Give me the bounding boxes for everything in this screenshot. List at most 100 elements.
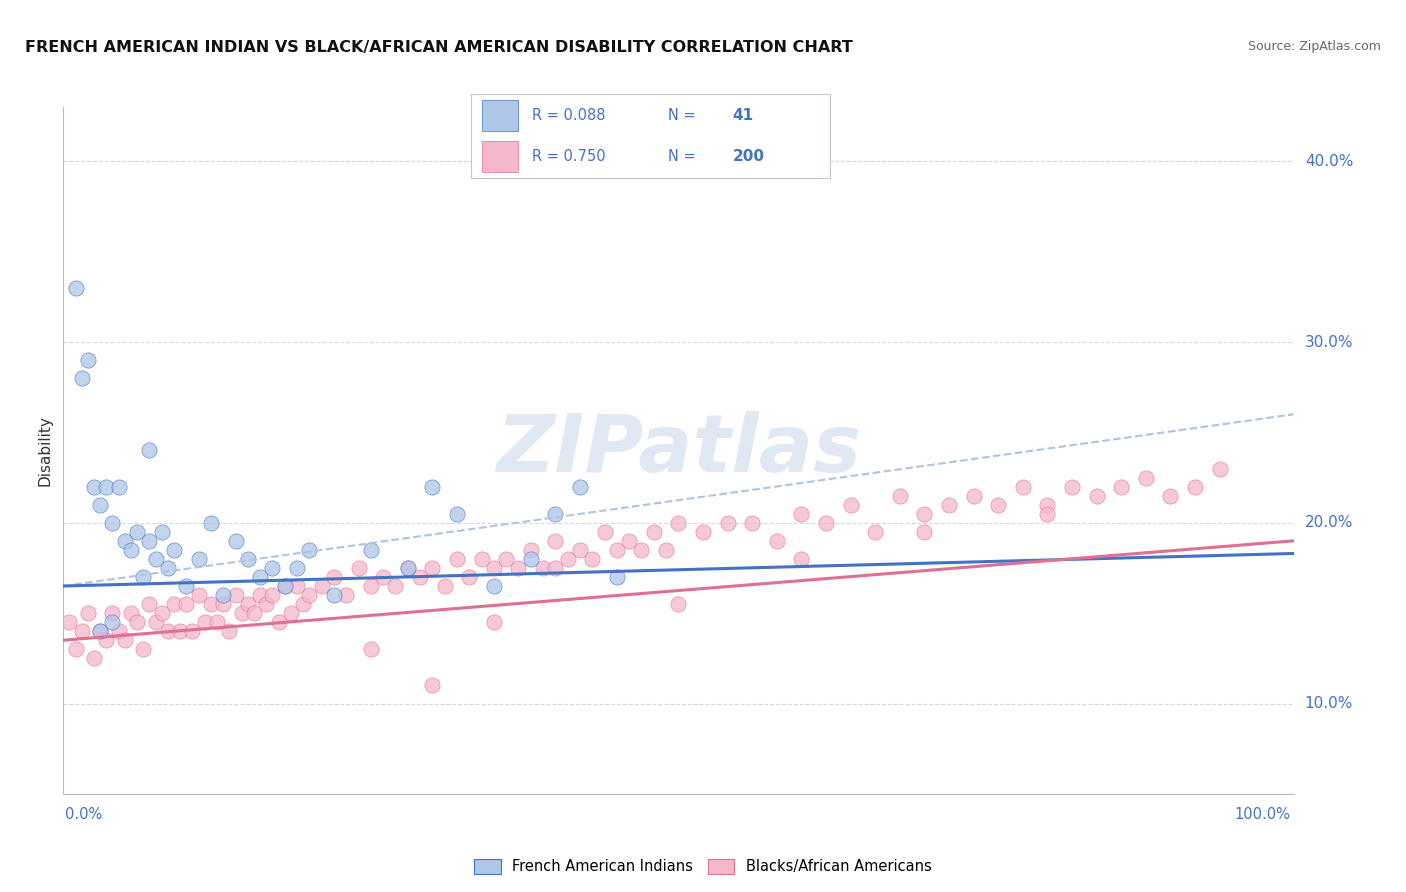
- Point: [630, 542, 652, 557]
- Point: [292, 597, 315, 611]
- Point: [96, 480, 118, 494]
- Point: [544, 507, 567, 521]
- Point: [606, 542, 628, 557]
- Point: [458, 570, 481, 584]
- Point: [280, 606, 302, 620]
- Point: [65, 642, 87, 657]
- Point: [174, 597, 197, 611]
- Point: [938, 498, 960, 512]
- Point: [249, 570, 271, 584]
- Text: 41: 41: [733, 108, 754, 123]
- Point: [311, 579, 333, 593]
- Point: [200, 597, 222, 611]
- Point: [544, 561, 567, 575]
- Point: [396, 561, 419, 575]
- Point: [101, 606, 124, 620]
- Point: [606, 570, 628, 584]
- Point: [1062, 480, 1084, 494]
- Point: [150, 524, 173, 539]
- Point: [384, 579, 406, 593]
- Point: [790, 552, 813, 566]
- Text: 10.0%: 10.0%: [1305, 696, 1353, 711]
- FancyBboxPatch shape: [482, 101, 517, 131]
- Point: [863, 524, 887, 539]
- Point: [83, 480, 105, 494]
- Point: [107, 480, 129, 494]
- Point: [262, 588, 284, 602]
- Point: [285, 561, 308, 575]
- Point: [101, 615, 124, 630]
- Point: [446, 507, 468, 521]
- Point: [83, 651, 105, 665]
- Point: [360, 542, 382, 557]
- Point: [127, 524, 148, 539]
- Point: [96, 633, 118, 648]
- Point: [422, 678, 444, 692]
- Point: [692, 524, 714, 539]
- Point: [114, 533, 136, 548]
- Point: [717, 516, 740, 530]
- Point: [987, 498, 1010, 512]
- Text: N =: N =: [668, 149, 696, 164]
- Point: [145, 552, 167, 566]
- Point: [323, 570, 346, 584]
- Point: [262, 561, 284, 575]
- Point: [839, 498, 862, 512]
- Point: [1012, 480, 1035, 494]
- Text: 20.0%: 20.0%: [1305, 516, 1353, 530]
- Point: [187, 552, 209, 566]
- Point: [495, 552, 517, 566]
- Point: [655, 542, 678, 557]
- Point: [619, 533, 641, 548]
- Point: [581, 552, 603, 566]
- Point: [482, 561, 505, 575]
- Point: [593, 524, 616, 539]
- Point: [273, 579, 295, 593]
- Point: [765, 533, 787, 548]
- Point: [1036, 507, 1059, 521]
- Point: [446, 552, 468, 566]
- Point: [531, 561, 554, 575]
- Point: [520, 542, 543, 557]
- Point: [236, 552, 259, 566]
- Point: [89, 498, 111, 512]
- Point: [1159, 489, 1181, 503]
- Text: FRENCH AMERICAN INDIAN VS BLACK/AFRICAN AMERICAN DISABILITY CORRELATION CHART: FRENCH AMERICAN INDIAN VS BLACK/AFRICAN …: [25, 40, 853, 55]
- Point: [76, 606, 98, 620]
- Point: [187, 588, 209, 602]
- Point: [169, 624, 191, 639]
- Legend: French American Indians, Blacks/African Americans: French American Indians, Blacks/African …: [468, 853, 938, 880]
- Point: [132, 570, 155, 584]
- Point: [1184, 480, 1206, 494]
- Point: [212, 597, 235, 611]
- Point: [470, 552, 494, 566]
- Point: [396, 561, 419, 575]
- Point: [1036, 498, 1059, 512]
- Point: [741, 516, 763, 530]
- Point: [249, 588, 271, 602]
- Point: [962, 489, 984, 503]
- Point: [1135, 470, 1157, 484]
- Text: 100.0%: 100.0%: [1234, 807, 1291, 822]
- Point: [194, 615, 217, 630]
- Point: [335, 588, 357, 602]
- Text: 30.0%: 30.0%: [1305, 334, 1353, 350]
- Point: [114, 633, 136, 648]
- Point: [163, 542, 186, 557]
- Text: ZIPatlas: ZIPatlas: [496, 411, 860, 490]
- Point: [174, 579, 197, 593]
- Point: [212, 588, 235, 602]
- Point: [218, 624, 240, 639]
- Point: [58, 615, 80, 630]
- Point: [156, 624, 179, 639]
- Point: [254, 597, 277, 611]
- Point: [666, 516, 689, 530]
- Point: [181, 624, 204, 639]
- Point: [225, 588, 247, 602]
- Text: R = 0.088: R = 0.088: [531, 108, 606, 123]
- Point: [520, 552, 543, 566]
- Point: [482, 579, 505, 593]
- Point: [914, 524, 936, 539]
- Point: [145, 615, 167, 630]
- Point: [482, 615, 505, 630]
